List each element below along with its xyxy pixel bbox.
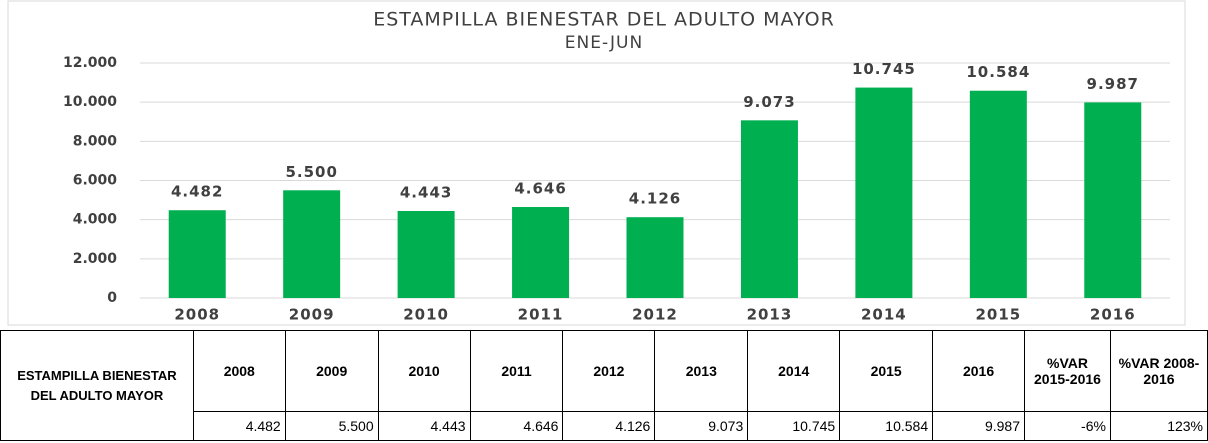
- column-header: 2009: [284, 330, 379, 412]
- column-header: 2015: [839, 330, 934, 412]
- bar: [1084, 102, 1142, 298]
- column-header: %VAR 2008-2016: [1109, 330, 1208, 412]
- chart: ESTAMPILLA BIENESTAR DEL ADULTO MAYOR EN…: [7, 0, 1186, 326]
- chart-subtitle: ENE-JUN: [565, 33, 643, 53]
- y-tick-label: 10.000: [63, 94, 117, 110]
- bar: [740, 120, 798, 298]
- table-cell: 123%: [1109, 411, 1208, 441]
- data-label: 4.646: [514, 180, 566, 198]
- y-tick-label: 4.000: [73, 212, 118, 228]
- data-label: 10.584: [966, 63, 1030, 81]
- column-header: 2012: [562, 330, 656, 412]
- column-header: 2013: [654, 330, 749, 412]
- bar: [969, 90, 1027, 298]
- chart-title: ESTAMPILLA BIENESTAR DEL ADULTO MAYOR: [373, 9, 835, 31]
- table-cell: 4.646: [469, 411, 564, 441]
- table-cell: 4.482: [192, 411, 286, 441]
- column-header: 2016: [932, 330, 1026, 412]
- x-tick-label: 2010: [403, 306, 449, 324]
- x-tick-label: 2015: [975, 306, 1021, 324]
- y-tick-label: 8.000: [73, 133, 118, 149]
- x-tick-label: 2014: [861, 306, 907, 324]
- table-cell: 10.584: [839, 411, 934, 441]
- data-label: 4.482: [171, 183, 223, 201]
- bar: [626, 217, 684, 298]
- table-cell: 4.443: [377, 411, 471, 441]
- x-tick-label: 2016: [1090, 306, 1136, 324]
- y-tick-label: 12.000: [63, 55, 117, 71]
- x-tick-label: 2012: [632, 306, 678, 324]
- bar: [512, 207, 570, 298]
- data-label: 4.443: [400, 183, 452, 201]
- table-cell: 9.987: [932, 411, 1026, 441]
- y-tick-label: 0: [107, 290, 117, 306]
- table-cell: 4.126: [562, 411, 656, 441]
- x-tick-label: 2008: [174, 306, 220, 324]
- table-cell: -6%: [1024, 411, 1111, 441]
- x-tick-label: 2013: [747, 306, 793, 324]
- data-label: 10.745: [852, 60, 916, 78]
- data-label: 5.500: [285, 163, 337, 181]
- row-header: ESTAMPILLA BIENESTAR DEL ADULTO MAYOR: [0, 330, 194, 441]
- bar: [397, 210, 455, 298]
- column-header: 2008: [192, 330, 286, 412]
- column-header: %VAR 2015-2016: [1024, 330, 1111, 412]
- bar: [855, 87, 913, 298]
- column-header: 2014: [747, 330, 841, 412]
- y-tick-label: 6.000: [73, 173, 118, 189]
- x-tick-label: 2009: [289, 306, 335, 324]
- x-tick-label: 2011: [518, 306, 564, 324]
- bar: [283, 190, 341, 298]
- table-cell: 5.500: [284, 411, 379, 441]
- table-cell: 9.073: [654, 411, 749, 441]
- bar: [168, 210, 226, 298]
- y-tick-label: 2.000: [73, 251, 118, 267]
- table-cell: 10.745: [747, 411, 841, 441]
- column-header: 2010: [377, 330, 471, 412]
- data-label: 4.126: [629, 190, 681, 208]
- data-table: ESTAMPILLA BIENESTAR DEL ADULTO MAYOR 200…: [0, 330, 1208, 441]
- data-label: 9.987: [1087, 75, 1139, 93]
- data-label: 9.073: [743, 93, 795, 111]
- column-header: 2011: [469, 330, 564, 412]
